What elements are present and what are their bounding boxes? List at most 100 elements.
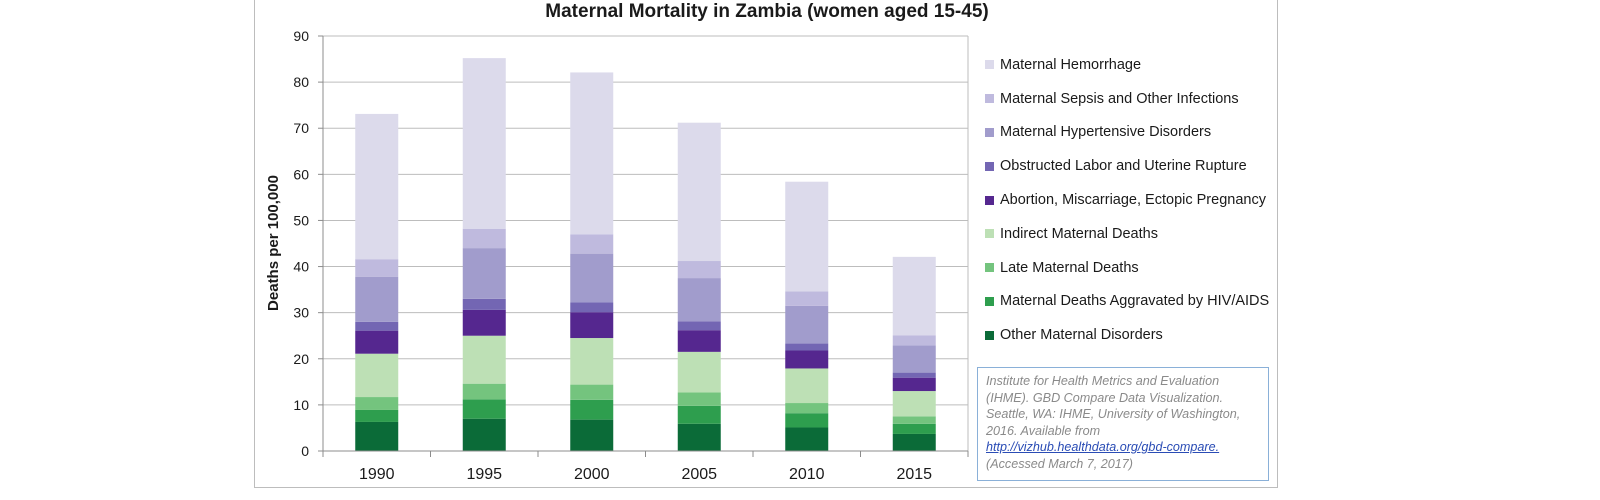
bar-segment <box>355 330 399 354</box>
x-tick-label: 2015 <box>896 466 932 483</box>
source-accessed-date: (Accessed March 7, 2017) <box>986 456 1133 471</box>
chart-title: Maternal Mortality in Zambia (women aged… <box>545 1 988 22</box>
legend-item: Indirect Maternal Deaths <box>985 217 1285 251</box>
x-tick-label: 2005 <box>681 466 717 483</box>
bar-segment <box>355 113 399 260</box>
bar-segment <box>570 234 614 254</box>
legend-swatch <box>985 195 994 205</box>
bar-segment <box>677 351 721 393</box>
source-citation-text: Institute for Health Metrics and Evaluat… <box>986 374 1241 438</box>
legend-label: Maternal Hypertensive Disorders <box>1000 124 1212 141</box>
legend-label: Other Maternal Disorders <box>1000 327 1163 344</box>
bar-segment <box>785 350 829 369</box>
legend-label: Obstructed Labor and Uterine Rupture <box>1000 158 1247 175</box>
bar-segment <box>677 278 721 322</box>
y-tick-label: 90 <box>293 28 309 44</box>
legend-label: Maternal Deaths Aggravated by HIV/AIDS <box>1000 293 1270 310</box>
bar-segment <box>785 368 829 404</box>
bar-segment <box>892 335 936 346</box>
bar-segment <box>462 58 506 229</box>
bar-segment <box>462 335 506 384</box>
bar-segment <box>570 384 614 400</box>
x-tick-label: 1990 <box>359 466 395 483</box>
bar-segment <box>462 248 506 299</box>
legend: Maternal Hemorrhage Maternal Sepsis and O… <box>985 48 1285 352</box>
x-tick-label: 1995 <box>466 466 502 483</box>
chart-frame <box>254 0 1278 488</box>
tick-labels: 0 10 20 30 40 50 60 70 80 90 1990 1995 2000 2005 2010 2… <box>293 28 932 483</box>
legend-label: Late Maternal Deaths <box>1000 259 1139 276</box>
x-tick-label: 2010 <box>789 466 825 483</box>
y-tick-label: 0 <box>301 443 309 459</box>
bar-segment <box>462 399 506 419</box>
x-tick-label: 2000 <box>574 466 610 483</box>
bar-segment <box>785 403 829 414</box>
legend-swatch <box>985 127 994 137</box>
legend-swatch <box>985 229 994 239</box>
y-tick-label: 60 <box>293 166 309 182</box>
legend-item: Maternal Deaths Aggravated by HIV/AIDS <box>985 285 1285 319</box>
y-tick-label: 30 <box>293 305 309 321</box>
bar-segment <box>785 291 829 306</box>
legend-label: Maternal Sepsis and Other Infections <box>1000 90 1239 107</box>
bar-segment <box>355 353 399 398</box>
bar-segment <box>355 321 399 331</box>
y-axis-label: Deaths per 100,000 <box>265 175 282 311</box>
bar-segment <box>570 302 614 313</box>
legend-swatch <box>985 161 994 171</box>
bar-segment <box>570 72 614 235</box>
bar-segment <box>355 397 399 410</box>
legend-swatch <box>985 330 994 340</box>
bar-segment <box>355 259 399 277</box>
bar-segment <box>570 312 614 339</box>
bar-segment <box>892 345 936 373</box>
bar-segment <box>570 338 614 385</box>
legend-label: Indirect Maternal Deaths <box>1000 225 1158 242</box>
bar-segment <box>570 399 614 420</box>
legend-swatch <box>985 296 994 306</box>
y-tick-label: 80 <box>293 74 309 90</box>
bars <box>355 58 936 451</box>
legend-label: Maternal Hemorrhage <box>1000 56 1142 73</box>
legend-swatch <box>985 60 994 70</box>
bar-segment <box>677 405 721 424</box>
bar-segment <box>462 418 506 451</box>
y-tick-label: 70 <box>293 120 309 136</box>
bar-segment <box>570 253 614 303</box>
bar-segment <box>785 413 829 428</box>
axes <box>318 35 969 457</box>
y-tick-label: 10 <box>293 397 309 413</box>
legend-item: Late Maternal Deaths <box>985 251 1285 285</box>
bar-segment <box>892 256 936 336</box>
legend-swatch <box>985 263 994 273</box>
bar-segment <box>892 433 936 451</box>
gridlines <box>323 35 968 406</box>
legend-item: Abortion, Miscarriage, Ectopic Pregnancy <box>985 183 1285 217</box>
legend-item: Maternal Hemorrhage <box>985 48 1285 82</box>
bar-segment <box>785 181 829 292</box>
legend-item: Other Maternal Disorders <box>985 318 1285 352</box>
bar-segment <box>462 228 506 249</box>
bar-segment <box>892 377 936 392</box>
source-link[interactable]: http://vizhub.healthdata.org/gbd-compare… <box>986 440 1220 454</box>
bar-segment <box>785 305 829 344</box>
bar-segment <box>677 321 721 331</box>
y-tick-label: 40 <box>293 259 309 275</box>
bar-segment <box>677 122 721 262</box>
bar-segment <box>677 261 721 279</box>
bar-segment <box>785 427 829 451</box>
bar-segment <box>355 276 399 322</box>
bar-segment <box>677 423 721 451</box>
source-citation-box: Institute for Health Metrics and Evaluat… <box>977 367 1269 481</box>
y-tick-label: 20 <box>293 351 309 367</box>
legend-item: Maternal Sepsis and Other Infections <box>985 82 1285 116</box>
bar-segment <box>892 372 936 378</box>
bar-segment <box>462 383 506 400</box>
bar-segment <box>462 298 506 310</box>
bar-segment <box>677 330 721 352</box>
legend-swatch <box>985 94 994 104</box>
bar-segment <box>677 392 721 406</box>
legend-label: Abortion, Miscarriage, Ectopic Pregnancy <box>1000 192 1266 209</box>
legend-item: Obstructed Labor and Uterine Rupture <box>985 149 1285 183</box>
